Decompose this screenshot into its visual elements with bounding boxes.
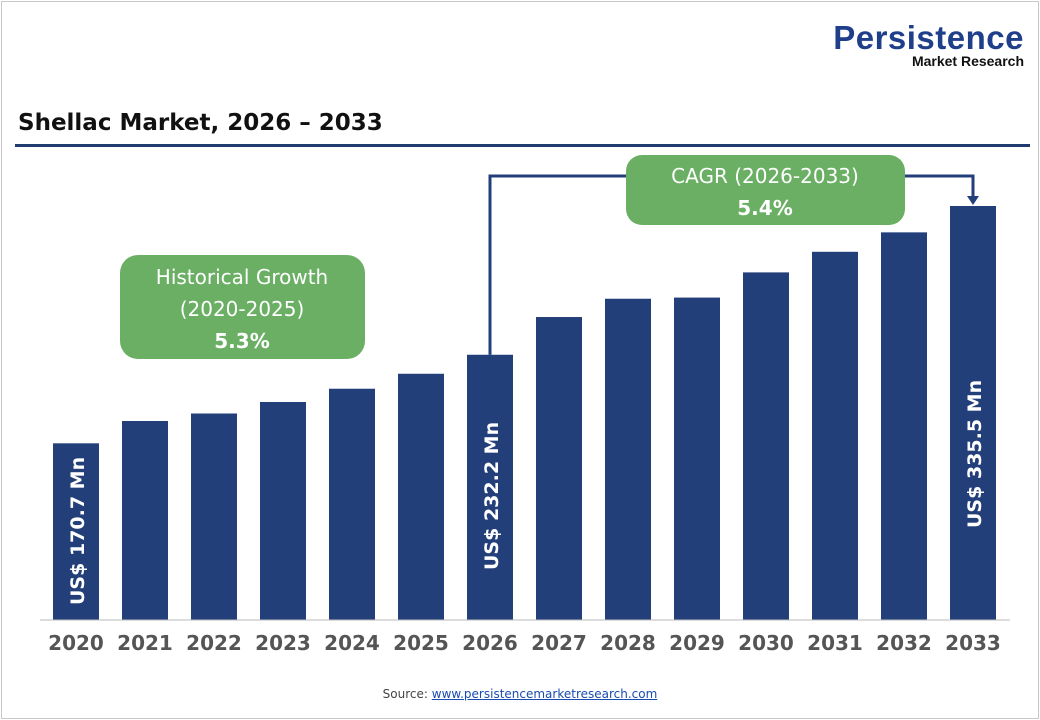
data-label: US$ 335.5 Mn	[964, 380, 986, 528]
x-tick-label: 2031	[807, 631, 863, 655]
x-tick-label: 2032	[876, 631, 932, 655]
bar-2023	[260, 401, 306, 620]
bar-2025	[398, 373, 444, 620]
x-tick-label: 2030	[738, 631, 794, 655]
bar-2026	[467, 354, 513, 620]
bar-2020	[53, 443, 99, 620]
bar-2021	[122, 420, 168, 620]
historical-growth-label: Historical Growth	[156, 265, 328, 289]
chart-title: Shellac Market, 2026 – 2033	[18, 110, 383, 136]
arrow-down-icon	[967, 196, 979, 205]
logo-main-text: Persistence	[833, 19, 1024, 56]
bar-2027	[536, 317, 582, 620]
title-divider	[15, 144, 1030, 147]
x-tick-label: 2027	[531, 631, 587, 655]
data-label: US$ 170.7 Mn	[67, 457, 89, 605]
bar-2033	[950, 206, 996, 620]
bar-2032	[881, 232, 927, 621]
data-label: US$ 232.2 Mn	[481, 422, 503, 570]
x-tick-label: 2021	[117, 631, 173, 655]
bar-2024	[329, 388, 375, 620]
x-tick-label: 2029	[669, 631, 725, 655]
cagr-value: 5.4%	[737, 196, 792, 220]
bar-2022	[191, 413, 237, 620]
bar-2028	[605, 298, 651, 620]
historical-period-label: (2020-2025)	[180, 297, 305, 321]
x-tick-label: 2028	[600, 631, 656, 655]
x-tick-label: 2026	[462, 631, 518, 655]
x-tick-label: 2022	[186, 631, 242, 655]
x-tick-label: 2033	[945, 631, 1001, 655]
logo: Persistence Market Research	[833, 19, 1024, 69]
cagr-box	[626, 155, 905, 225]
logo-sub-text: Market Research	[911, 53, 1024, 69]
source-link[interactable]: www.persistencemarketresearch.com	[431, 687, 658, 701]
cagr-label: CAGR (2026-2033)	[671, 164, 859, 188]
source-line: Source: www.persistencemarketresearch.co…	[0, 687, 1040, 701]
bar-2031	[812, 251, 858, 621]
bar-2030	[743, 272, 789, 620]
x-tick-label: 2020	[48, 631, 104, 655]
bar-2029	[674, 297, 720, 620]
source-label: Source:	[382, 687, 428, 701]
x-tick-label: 2024	[324, 631, 380, 655]
x-tick-label: 2023	[255, 631, 311, 655]
historical-growth-box	[120, 255, 365, 359]
historical-growth-value: 5.3%	[214, 329, 269, 353]
x-tick-label: 2025	[393, 631, 449, 655]
